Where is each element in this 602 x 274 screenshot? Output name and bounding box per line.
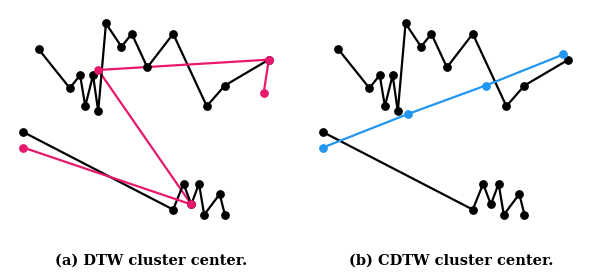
Point	[427, 32, 436, 36]
Point	[202, 104, 211, 109]
Text: (b) CDTW cluster center.: (b) CDTW cluster center.	[349, 253, 553, 267]
Point	[380, 104, 389, 109]
Text: (a) DTW cluster center.: (a) DTW cluster center.	[55, 253, 247, 267]
Point	[468, 32, 477, 36]
Point	[220, 83, 230, 88]
Point	[93, 109, 103, 113]
Point	[19, 130, 28, 134]
Point	[88, 73, 98, 77]
Point	[93, 68, 103, 72]
Point	[501, 104, 511, 109]
Point	[117, 45, 126, 49]
Point	[520, 83, 529, 88]
Point	[75, 73, 85, 77]
Point	[393, 109, 403, 113]
Point	[494, 182, 503, 186]
Point	[563, 58, 573, 62]
Point	[179, 182, 188, 186]
Point	[65, 86, 75, 90]
Point	[199, 213, 209, 217]
Point	[264, 58, 274, 62]
Point	[515, 192, 524, 196]
Point	[388, 73, 397, 77]
Point	[365, 86, 374, 90]
Point	[442, 65, 452, 70]
Point	[19, 145, 28, 150]
Point	[34, 47, 43, 52]
Point	[169, 207, 178, 212]
Point	[499, 213, 509, 217]
Point	[143, 65, 152, 70]
Point	[169, 32, 178, 36]
Point	[481, 83, 491, 88]
Point	[259, 91, 268, 95]
Point	[403, 112, 413, 116]
Point	[559, 52, 568, 57]
Point	[468, 207, 477, 212]
Point	[416, 45, 426, 49]
Point	[187, 202, 196, 207]
Point	[401, 21, 411, 26]
Point	[375, 73, 385, 77]
Point	[127, 32, 137, 36]
Point	[318, 130, 327, 134]
Point	[101, 21, 111, 26]
Point	[318, 145, 327, 150]
Point	[264, 58, 274, 62]
Point	[479, 182, 488, 186]
Point	[334, 47, 343, 52]
Point	[220, 213, 230, 217]
Point	[187, 202, 196, 207]
Point	[194, 182, 204, 186]
Point	[215, 192, 225, 196]
Point	[520, 213, 529, 217]
Point	[81, 104, 90, 109]
Point	[486, 202, 495, 207]
